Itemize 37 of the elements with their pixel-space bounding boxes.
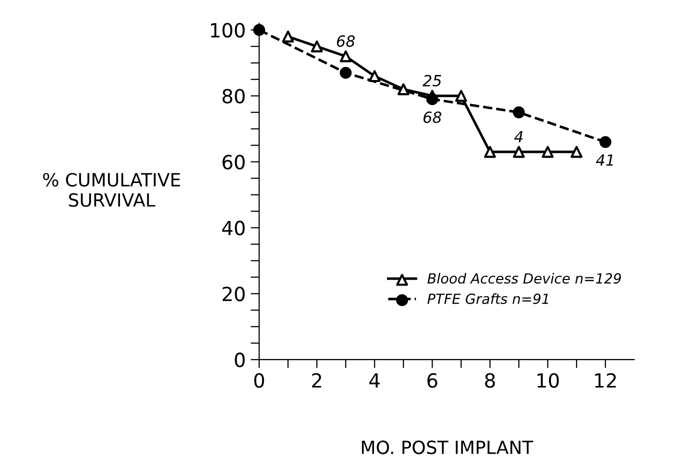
point [253, 24, 266, 36]
point [340, 50, 352, 62]
annotation: 4 [514, 131, 523, 142]
x-tick-label: 10 [537, 373, 559, 388]
annotation: 41 [596, 154, 613, 166]
point [570, 146, 583, 158]
point [282, 30, 294, 42]
point [397, 83, 410, 96]
x-tick-label: 12 [595, 373, 616, 388]
point [426, 93, 438, 106]
y-tick-label: 60 [222, 154, 245, 170]
x-tick-label: 8 [485, 373, 495, 388]
x-axis-title: MO. POST IMPLANT [362, 440, 534, 454]
point [512, 106, 525, 118]
annotation: 68 [424, 111, 442, 124]
x-tick-label: 4 [369, 373, 380, 388]
legend-label: Blood Access Device n=129 [427, 272, 621, 284]
x-tick-label: 6 [427, 373, 438, 388]
point [484, 146, 496, 158]
y-tick-label: 40 [222, 220, 245, 236]
x-tick-label: 2 [312, 373, 322, 388]
y-axis-title: % CUMULATIVE SURVIVAL [43, 172, 180, 207]
y-tick-label: 100 [210, 22, 245, 38]
point [455, 90, 468, 102]
point [542, 146, 554, 158]
y-tick-label: 20 [222, 286, 245, 302]
point [599, 136, 612, 148]
legend-label: PTFE Grafts n=91 [427, 293, 548, 304]
y-tick-label: 0 [234, 352, 245, 368]
annotation: 25 [422, 74, 442, 86]
point [512, 146, 525, 158]
point [340, 66, 352, 79]
point [368, 70, 381, 82]
annotation: 68 [336, 35, 355, 47]
point [310, 40, 323, 52]
x-tick-label: 0 [254, 373, 264, 388]
y-tick-label: 80 [222, 88, 245, 104]
